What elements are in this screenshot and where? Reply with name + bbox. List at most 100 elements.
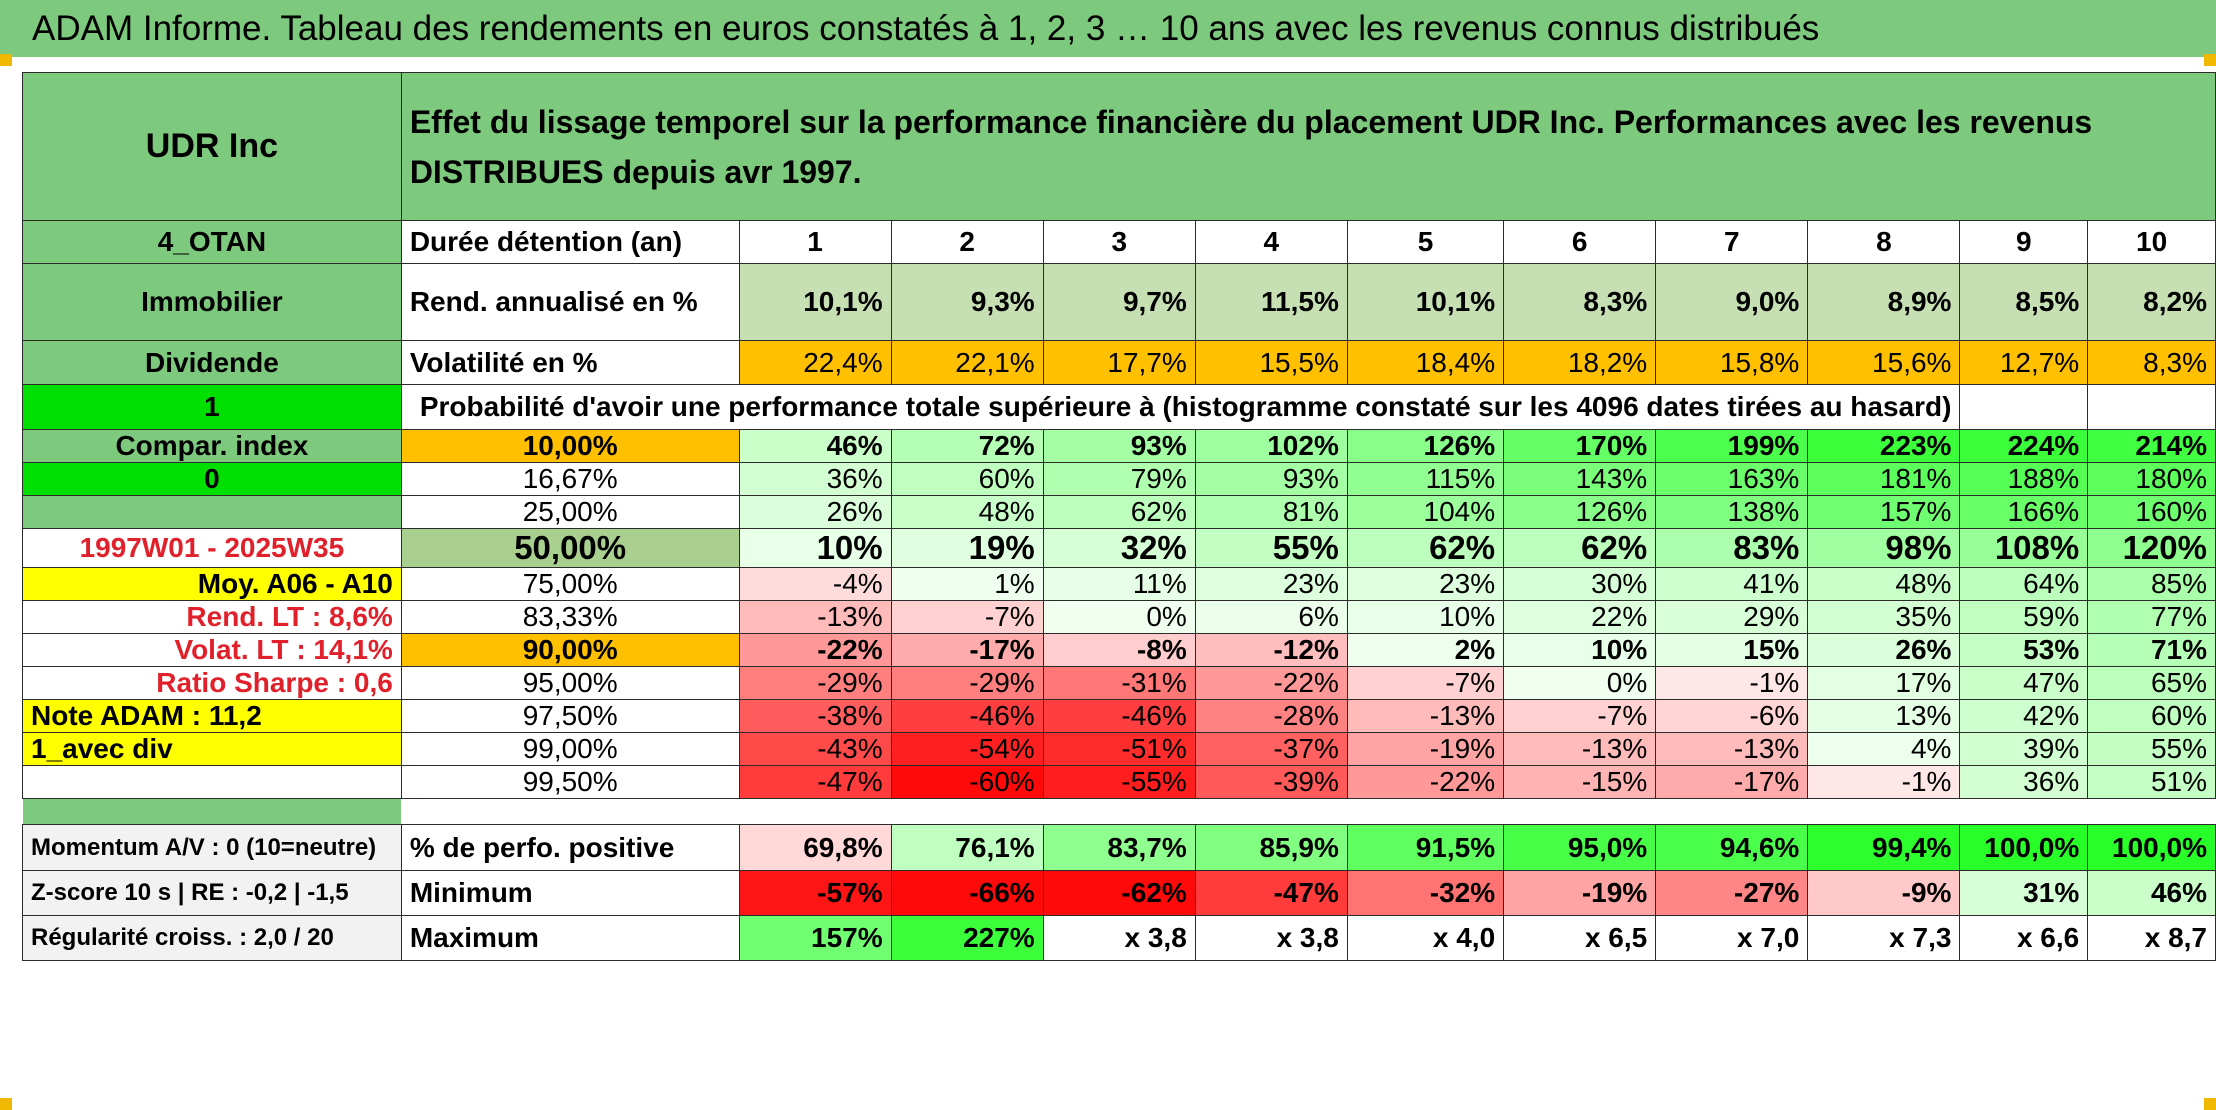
rend-value: 11,5%	[1194, 263, 1348, 341]
percentile-value: 48%	[1807, 567, 1961, 601]
percentile-value: 17%	[1807, 666, 1961, 700]
percentile-value: -38%	[738, 699, 892, 733]
percentile-value: -7%	[1346, 666, 1505, 700]
moy-label: Moy. A06 - A10	[22, 567, 402, 601]
volat-value: 15,8%	[1655, 340, 1809, 385]
report-title: ADAM Informe. Tableau des rendements en …	[0, 0, 2216, 57]
volat-value: 8,3%	[2087, 340, 2216, 385]
minimum-value: 46%	[2087, 870, 2216, 916]
header-row: UDR Inc Effet du lissage temporel sur la…	[22, 72, 2216, 221]
avec-div-label: 1_avec div	[22, 732, 402, 766]
percentile-value: 15%	[1655, 633, 1809, 667]
volat-row: Dividende Volatilité en % 22,4% 22,1% 17,7…	[22, 340, 2216, 385]
percentile-value: -7%	[890, 600, 1044, 634]
year-header: 5	[1346, 220, 1505, 264]
rend-value: 8,3%	[1503, 263, 1657, 341]
positive-value: 100,0%	[1959, 824, 2089, 871]
year-header: 8	[1807, 220, 1961, 264]
zscore-label: Z-score 10 s | RE : -0,2 | -1,5	[22, 870, 402, 916]
percentile-value: 143%	[1503, 462, 1657, 496]
percentile-value: -31%	[1042, 666, 1196, 700]
volat-label: Volatilité en %	[400, 340, 740, 385]
positive-value: 94,6%	[1655, 824, 1809, 871]
percentile-value: -54%	[890, 732, 1044, 766]
percentile-value: -13%	[738, 600, 892, 634]
volat-value: 18,2%	[1503, 340, 1657, 385]
maximum-value: x 3,8	[1194, 915, 1348, 961]
percentile-value: -22%	[1194, 666, 1348, 700]
minimum-value: -32%	[1346, 870, 1505, 916]
percentile-value: 170%	[1503, 429, 1657, 463]
percentile-value: 93%	[1194, 462, 1348, 496]
percentile-value: -37%	[1194, 732, 1348, 766]
maximum-value: x 8,7	[2087, 915, 2216, 961]
percentile-value: 46%	[738, 429, 892, 463]
year-header: 7	[1655, 220, 1809, 264]
percentile-value: -19%	[1346, 732, 1505, 766]
percentile-threshold: 97,50%	[400, 699, 740, 733]
maximum-label: Maximum	[400, 915, 740, 961]
performance-table: UDR Inc Effet du lissage temporel sur la…	[22, 72, 2216, 961]
percentile-value: 48%	[890, 495, 1044, 529]
percentile-row: Compar. index 10,00% 46% 72% 93% 102% 126% 170%…	[22, 429, 2216, 463]
rend-value: 10,1%	[1346, 263, 1505, 341]
volat-value: 22,1%	[890, 340, 1044, 385]
percentile-value: 65%	[2087, 666, 2216, 700]
percentile-value: 126%	[1503, 495, 1657, 529]
minimum-value: -66%	[890, 870, 1044, 916]
proba-label: Probabilité d'avoir une performance tota…	[400, 384, 1961, 430]
percentile-value: -13%	[1346, 699, 1505, 733]
empty-side-cell	[22, 765, 402, 799]
percentile-value: 55%	[1194, 528, 1348, 568]
percentile-threshold: 50,00%	[400, 528, 740, 568]
percentile-value: 6%	[1194, 600, 1348, 634]
percentile-value: -43%	[738, 732, 892, 766]
rend-label: Rend. annualisé en %	[400, 263, 740, 341]
percentile-row: Volat. LT : 14,1% 90,00% -22% -17% -8% -12% 2%…	[22, 633, 2216, 667]
percentile-value: -22%	[738, 633, 892, 667]
green-spacer	[22, 798, 402, 825]
volat-value: 15,5%	[1194, 340, 1348, 385]
rend-row: Immobilier Rend. annualisé en % 10,1% 9,3…	[22, 263, 2216, 341]
percentile-value: -29%	[890, 666, 1044, 700]
percentile-value: 157%	[1807, 495, 1961, 529]
percentile-value: -1%	[1807, 765, 1961, 799]
year-header: 9	[1959, 220, 2089, 264]
percentile-value: -28%	[1194, 699, 1348, 733]
percentile-value: 79%	[1042, 462, 1196, 496]
corner-marker	[0, 1098, 12, 1110]
stats-row: Momentum A/V : 0 (10=neutre)% de perfo. …	[22, 824, 2216, 871]
positive-label: % de perfo. positive	[400, 824, 740, 871]
positive-value: 95,0%	[1503, 824, 1657, 871]
positive-value: 100,0%	[2087, 824, 2216, 871]
percentile-value: -55%	[1042, 765, 1196, 799]
rend-value: 9,3%	[890, 263, 1044, 341]
positive-value: 99,4%	[1807, 824, 1961, 871]
percentile-threshold: 99,50%	[400, 765, 740, 799]
percentile-value: -17%	[890, 633, 1044, 667]
regularite-label: Régularité croiss. : 2,0 / 20	[22, 915, 402, 961]
percentile-value: 53%	[1959, 633, 2089, 667]
percentile-value: 223%	[1807, 429, 1961, 463]
percentile-value: 39%	[1959, 732, 2089, 766]
positive-value: 85,9%	[1194, 824, 1348, 871]
spacer-row	[22, 798, 2216, 825]
percentile-value: 11%	[1042, 567, 1196, 601]
percentile-value: 98%	[1807, 528, 1961, 568]
rend-value: 9,0%	[1655, 263, 1809, 341]
percentile-value: 93%	[1042, 429, 1196, 463]
minimum-value: 31%	[1959, 870, 2089, 916]
percentile-row: Ratio Sharpe : 0,6 95,00% -29% -29% -31% -22%…	[22, 666, 2216, 700]
volat-value: 22,4%	[738, 340, 892, 385]
percentile-value: 22%	[1503, 600, 1657, 634]
sharpe-label: Ratio Sharpe : 0,6	[22, 666, 402, 700]
year-header: 10	[2087, 220, 2216, 264]
compar-index-label: Compar. index	[22, 429, 402, 463]
percentile-value: 115%	[1346, 462, 1505, 496]
maximum-value: x 6,5	[1503, 915, 1657, 961]
percentile-value: 166%	[1959, 495, 2089, 529]
percentile-value: 224%	[1959, 429, 2089, 463]
percentile-row: 0 16,67% 36% 60% 79% 93% 115% 143% 163% 181% 188% 1…	[22, 462, 2216, 496]
percentile-value: 77%	[2087, 600, 2216, 634]
